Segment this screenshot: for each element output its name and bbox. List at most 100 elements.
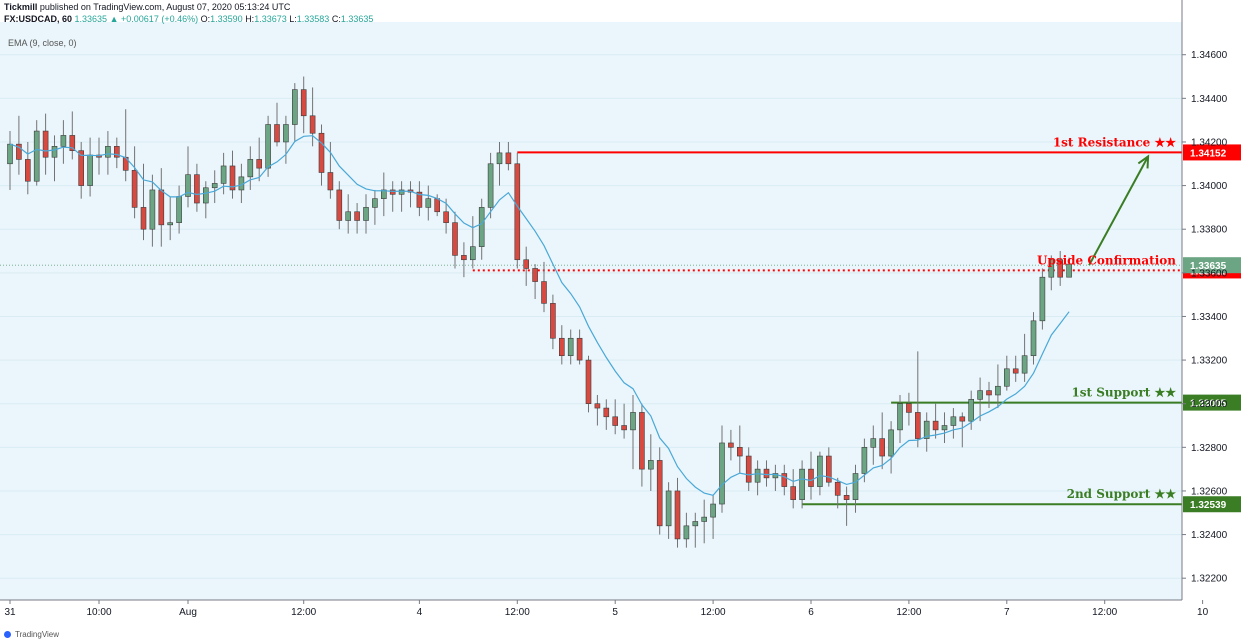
price-tick-label: 1.32400 — [1191, 530, 1228, 541]
change-arrow-icon: ▲ — [109, 14, 119, 24]
candle-body — [434, 198, 441, 213]
ema-polyline — [9, 135, 1070, 496]
candle-up — [105, 131, 111, 175]
candle-body — [229, 165, 236, 191]
candle-body — [7, 143, 13, 165]
candle-body — [995, 385, 1001, 396]
candle-body — [1057, 259, 1063, 278]
time-tick-label: 12:00 — [896, 607, 921, 618]
candle-body — [523, 259, 530, 269]
candle-body — [888, 429, 894, 457]
candle-body — [87, 154, 93, 186]
plot-area[interactable] — [0, 22, 1182, 600]
price-tick-label: 1.34600 — [1191, 50, 1228, 61]
candle-up — [567, 329, 574, 365]
candle-up — [478, 198, 485, 260]
candle-down — [834, 477, 841, 509]
candle-up — [923, 412, 930, 452]
candle-up — [398, 181, 405, 212]
candle-up — [647, 434, 654, 491]
indicator-legend[interactable]: EMA (9, close, 0) — [8, 38, 77, 48]
candle-body — [906, 403, 912, 413]
symbol-info: FX:USDCAD, 60 1.33635 ▲ +0.00617 (+0.46%… — [4, 14, 373, 24]
candles — [7, 76, 1072, 548]
candle-down — [78, 141, 84, 199]
price-badge-label: 1.33005 — [1190, 399, 1227, 410]
candle-down — [256, 137, 263, 182]
candle-body — [1021, 355, 1028, 374]
candle-up — [817, 451, 823, 496]
candle-up — [754, 460, 761, 496]
candle-down — [24, 141, 31, 195]
publisher-name[interactable]: Tickmill — [4, 2, 38, 12]
candle-up — [710, 495, 716, 539]
price-tick-label: 1.34000 — [1191, 181, 1228, 192]
candle-up — [469, 216, 476, 269]
level-label: 1st Resistance ★★ — [1053, 135, 1176, 149]
candle-body — [211, 183, 218, 189]
time-tick-label: Aug — [179, 607, 197, 618]
candle-body — [754, 468, 761, 483]
candle-body — [149, 189, 156, 230]
candle-body — [416, 191, 423, 208]
candle-up — [852, 464, 859, 513]
candle-body — [639, 412, 645, 470]
candle-down — [825, 447, 832, 487]
candle-body — [772, 473, 779, 479]
candle-up — [33, 120, 40, 186]
candle-body — [372, 198, 378, 208]
price-change: +0.00617 (+0.46%) — [121, 14, 199, 24]
candle-body — [131, 170, 138, 208]
candle-down — [959, 412, 966, 448]
candle-up — [167, 196, 173, 241]
candle-down — [585, 355, 592, 413]
candle-body — [496, 152, 503, 165]
time-tick-label: 12:00 — [701, 607, 726, 618]
candle-body — [203, 187, 209, 204]
published-text: published on TradingView.com, August 07,… — [39, 2, 291, 12]
candle-down — [140, 163, 147, 241]
candle-body — [158, 189, 165, 226]
candle-up — [1048, 255, 1055, 291]
candle-body — [790, 486, 797, 500]
candle-up — [149, 174, 156, 247]
candle-down — [558, 325, 565, 365]
last-price-badge — [1183, 257, 1241, 274]
candle-down — [318, 124, 325, 186]
candle-down — [1057, 251, 1063, 286]
symbol-label[interactable]: FX:USDCAD, 60 — [4, 14, 73, 24]
candle-down — [550, 294, 556, 350]
candle-body — [318, 132, 325, 173]
candle-up — [897, 394, 903, 443]
candle-body — [194, 174, 200, 204]
candle-body — [105, 146, 111, 158]
candle-body — [532, 268, 538, 282]
candle-down — [354, 203, 360, 234]
candle-body — [665, 490, 672, 527]
candle-up — [701, 499, 708, 544]
candle-up — [291, 83, 298, 142]
candle-body — [514, 163, 521, 261]
candle-body — [114, 146, 120, 158]
level-label: Upside Confirmation — [1037, 253, 1176, 267]
open-value: 1.33590 — [210, 14, 243, 24]
candle-body — [33, 130, 40, 182]
footer: TradingView — [4, 630, 59, 639]
candle-body — [469, 246, 476, 261]
candle-up — [719, 425, 725, 513]
candle-down — [443, 198, 449, 234]
footer-text[interactable]: TradingView — [15, 630, 60, 639]
time-tick-label: 12:00 — [1092, 607, 1117, 618]
candle-body — [817, 455, 823, 487]
candle-body — [701, 516, 708, 522]
high-value: 1.33673 — [254, 14, 287, 24]
candle-body — [647, 460, 654, 470]
last-price: 1.33635 — [74, 14, 108, 24]
candle-body — [78, 150, 84, 186]
candle-body — [834, 481, 841, 496]
price-badge-label: 1.32539 — [1190, 500, 1227, 511]
candle-body — [541, 281, 547, 304]
candle-down — [274, 102, 280, 147]
price-tick-label: 1.32800 — [1191, 443, 1228, 454]
